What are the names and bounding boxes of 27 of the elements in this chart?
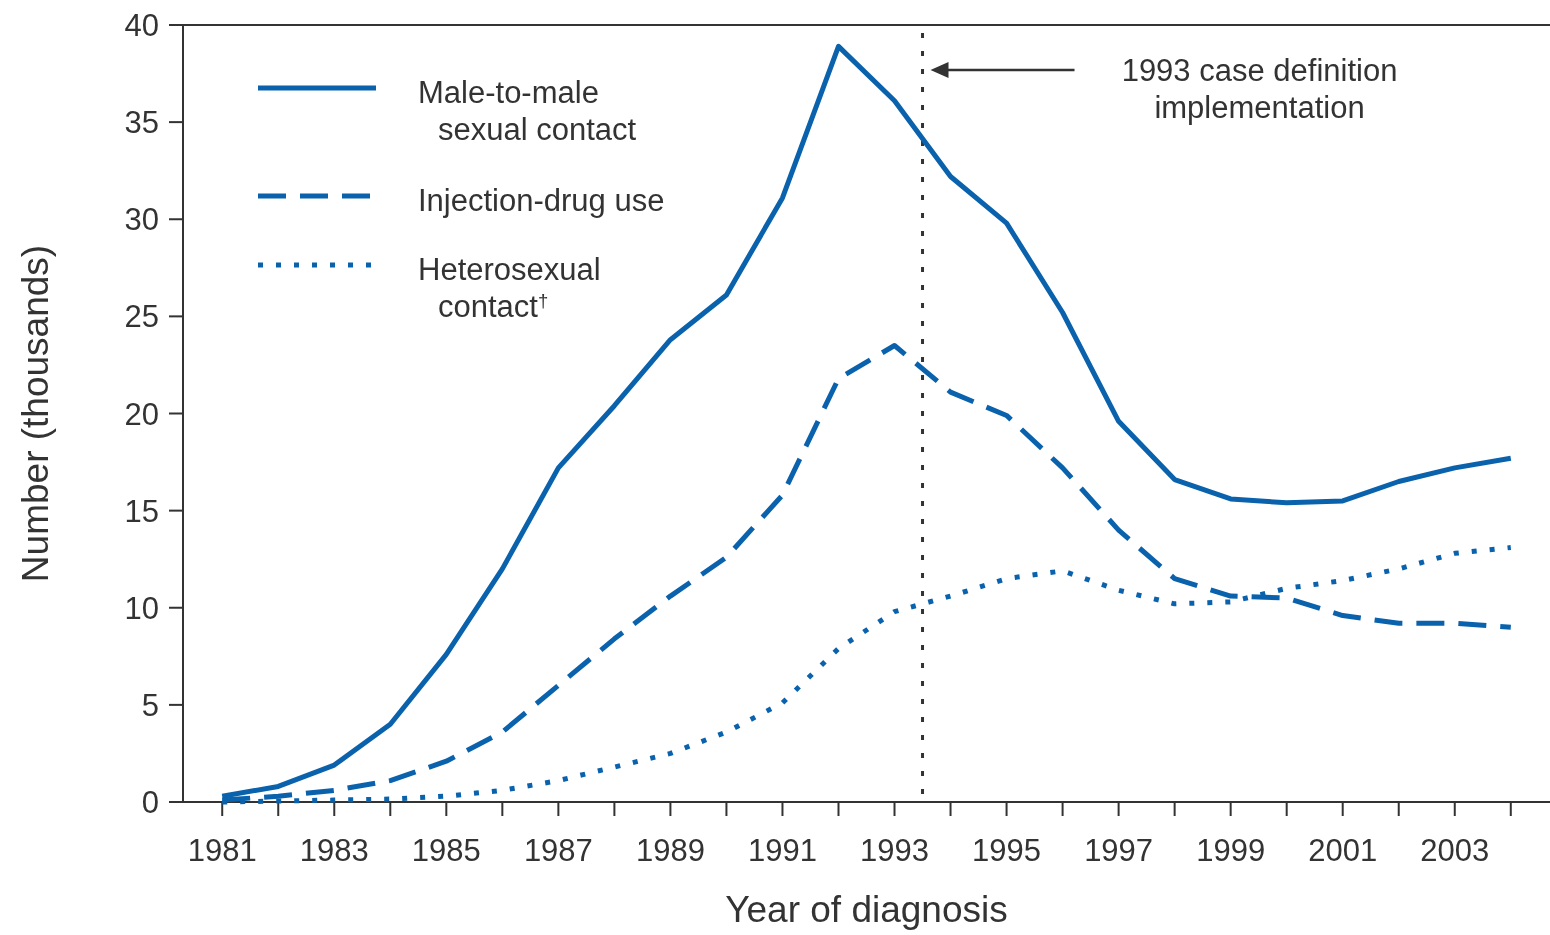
y-tick-label: 35 — [124, 105, 159, 141]
x-tick-label: 2001 — [1308, 833, 1378, 868]
x-tick-label: 1999 — [1196, 833, 1266, 868]
x-tick-label: 1995 — [972, 833, 1042, 868]
y-tick-label: 25 — [124, 299, 159, 335]
legend-label: Injection-drug use — [418, 183, 665, 218]
y-tick-label: 5 — [141, 687, 159, 723]
legend-label: Male-to-male sexual contact — [418, 75, 637, 147]
x-axis-title: Year of diagnosis — [725, 889, 1008, 930]
x-tick-label: 1993 — [860, 833, 929, 868]
y-tick-label: 0 — [141, 785, 159, 820]
x-tick-label: 1983 — [299, 833, 369, 868]
x-tick-label: 1989 — [635, 833, 705, 868]
x-tick-label: 1991 — [747, 833, 817, 868]
y-axis-title: Number (thousands) — [15, 244, 56, 583]
y-tick-label: 20 — [124, 396, 159, 432]
x-tick-label: 2003 — [1420, 833, 1490, 868]
annotation: 1993 case definition implementation — [1121, 53, 1398, 125]
x-tick-label: 1981 — [187, 833, 257, 868]
x-tick-label: 1997 — [1084, 833, 1154, 868]
x-tick-label: 1985 — [411, 833, 481, 868]
y-tick-label: 10 — [124, 590, 159, 626]
y-tick-label: 30 — [124, 202, 159, 238]
legend-label: Heterosexual contact$^{†}$ — [418, 252, 601, 324]
x-tick-label: 1987 — [523, 833, 593, 868]
y-tick-label: 40 — [124, 8, 159, 43]
y-tick-label: 15 — [124, 493, 159, 529]
